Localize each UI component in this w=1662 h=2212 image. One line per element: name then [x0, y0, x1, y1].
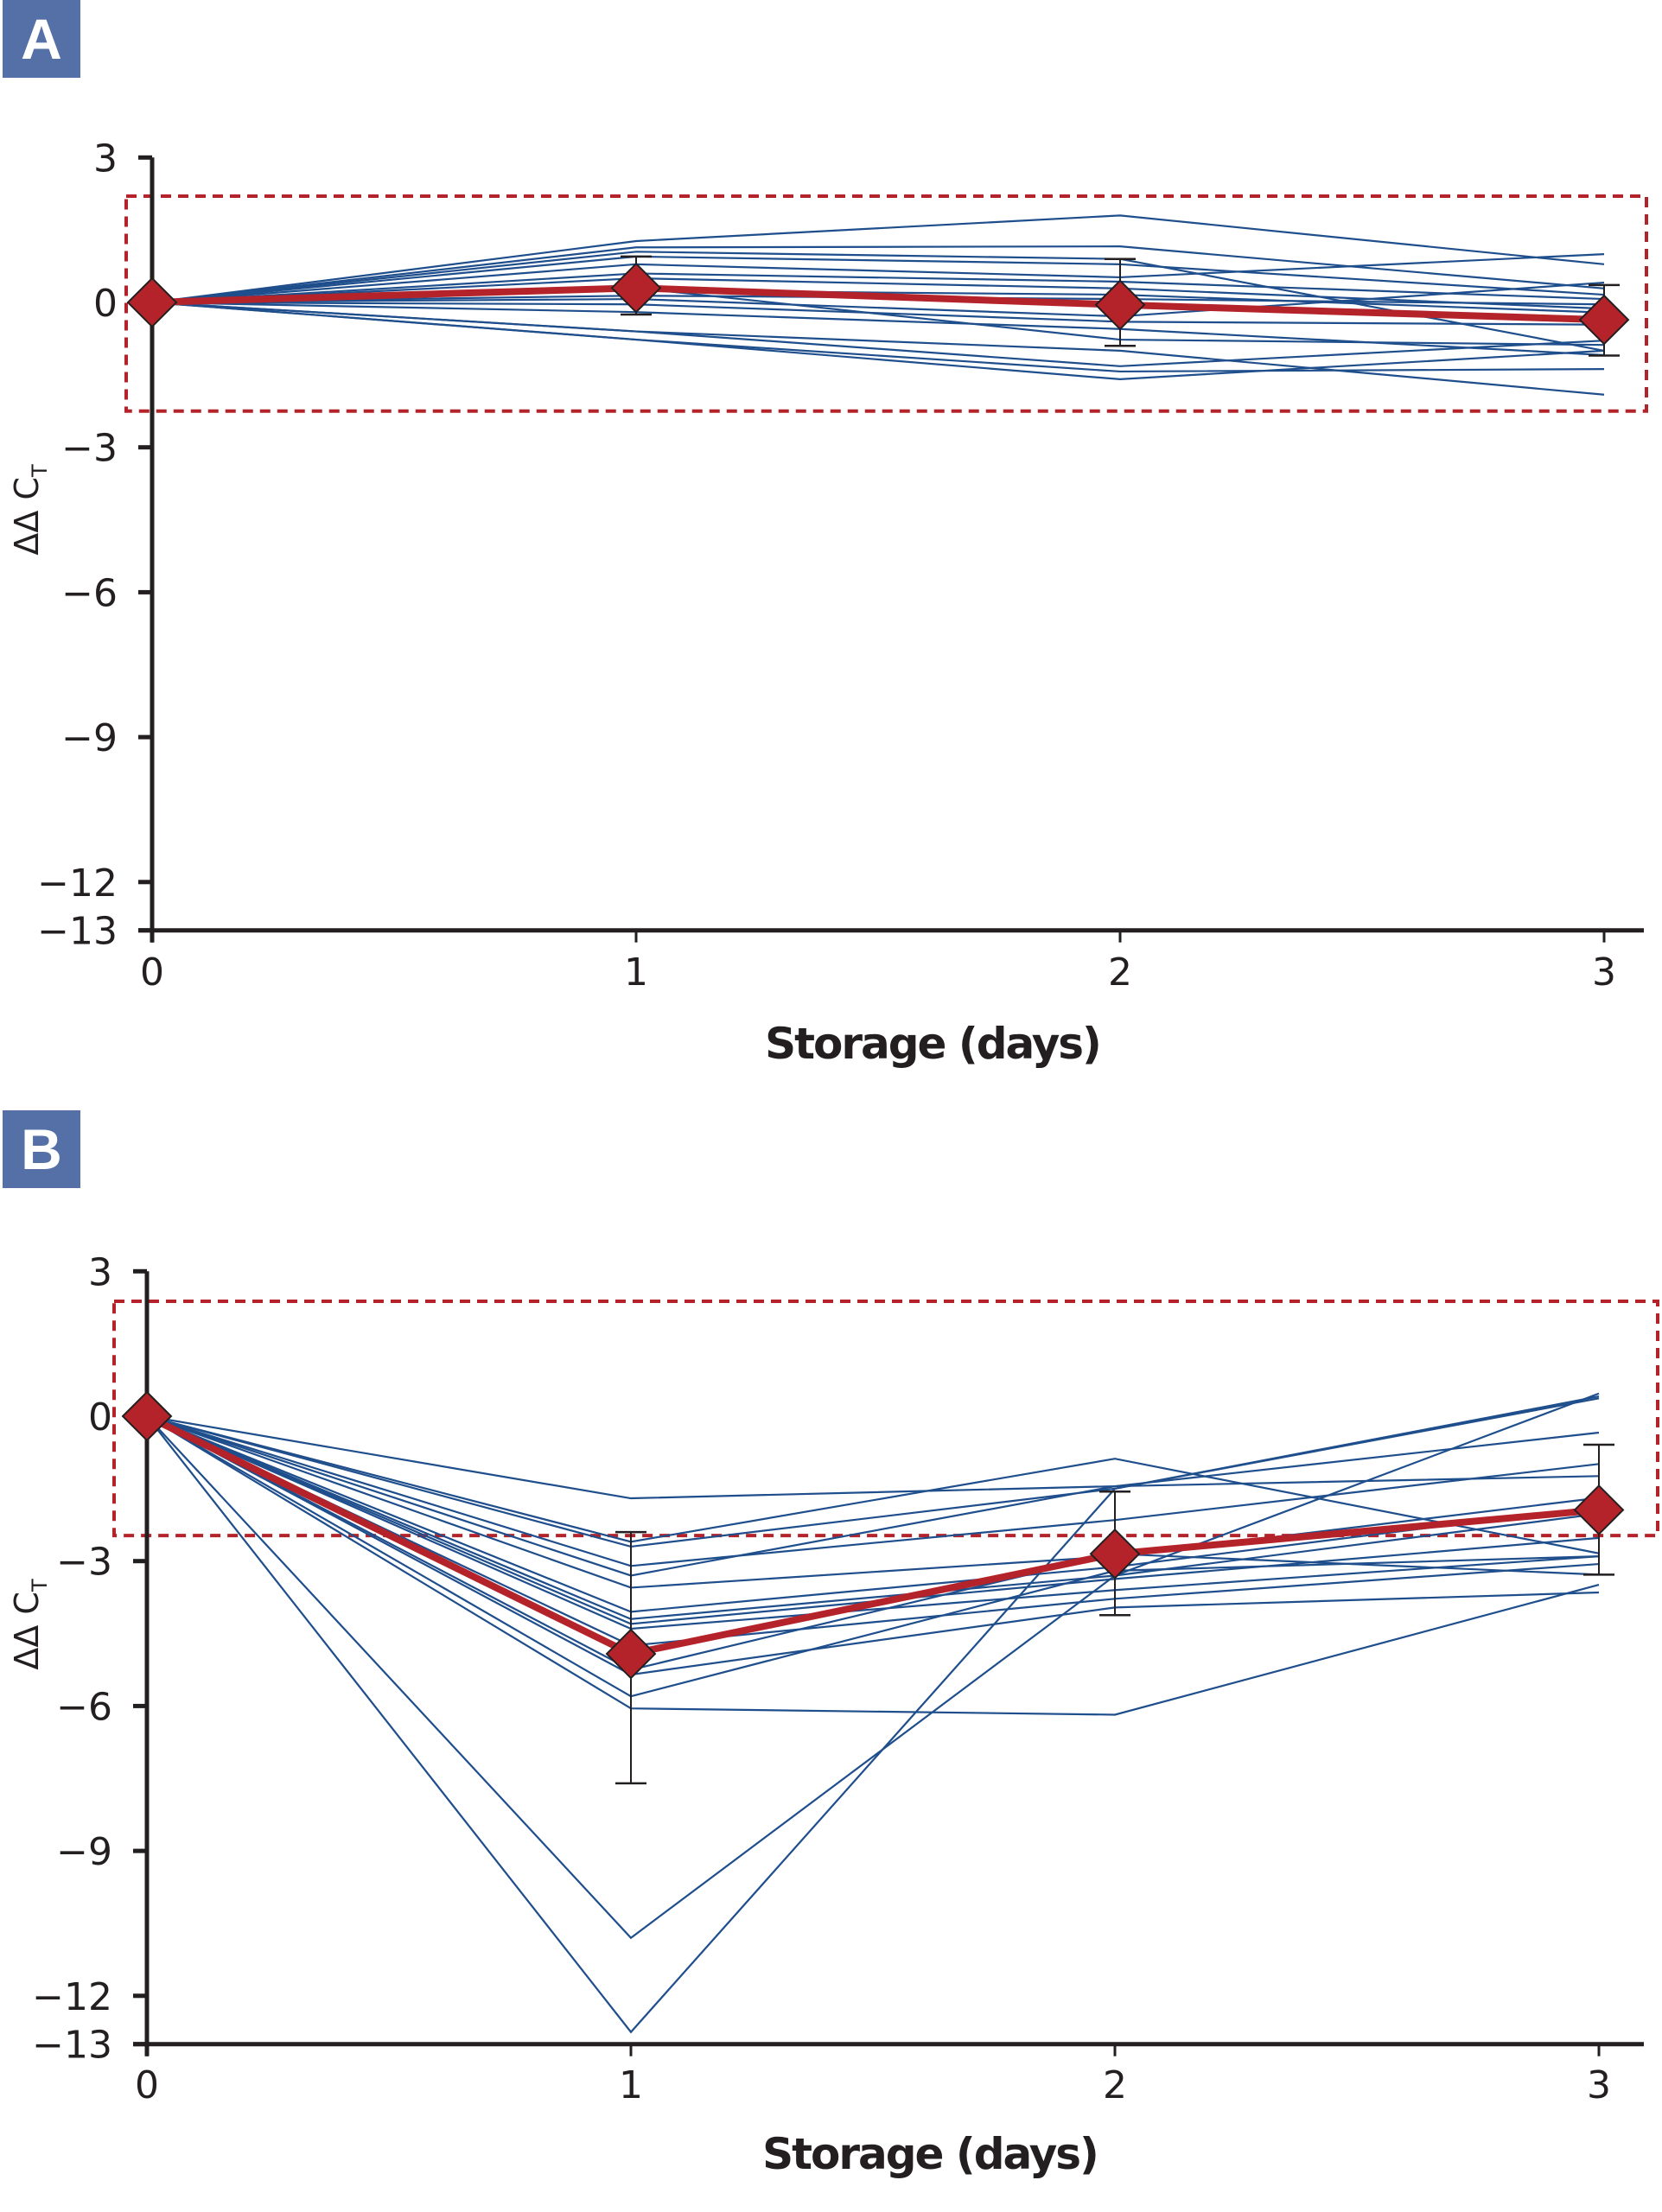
individual-series-line: [146, 1414, 1600, 1613]
mean-marker: [610, 262, 662, 314]
x-tick-label: 3: [1587, 2063, 1611, 2107]
y-tick-label: 0: [88, 1395, 112, 1440]
individual-series-line: [151, 253, 1605, 304]
x-tick-label: 0: [140, 950, 164, 995]
mean-series-line: [145, 1413, 1600, 1658]
individual-series-line: [151, 301, 1605, 380]
x-tick-label: 1: [624, 950, 648, 995]
individual-series-line: [146, 1414, 1600, 1620]
individual-series-line: [146, 1414, 1600, 1589]
y-tick-label: −3: [56, 1541, 112, 1585]
y-axis-title-subscript: T: [28, 1579, 52, 1592]
y-tick-label: −13: [37, 910, 118, 954]
y-axis-title-main: ΔΔ C: [8, 477, 46, 556]
y-tick-label: 3: [88, 1250, 112, 1294]
mean-marker: [126, 276, 178, 328]
individual-series-line: [146, 1414, 1600, 1500]
individual-series-line: [146, 1414, 1600, 1630]
panel-label-b: B: [3, 1110, 80, 1188]
y-tick-label: −9: [61, 716, 118, 760]
y-tick-label: −12: [32, 1975, 112, 2019]
x-tick-label: 0: [135, 2063, 159, 2107]
individual-series-line: [146, 1415, 1600, 1698]
individual-series-line: [151, 214, 1605, 304]
y-tick-label: −3: [61, 427, 118, 471]
y-axis-title-main: ΔΔ C: [8, 1592, 46, 1670]
panel-label-a: A: [3, 0, 80, 78]
y-tick-label: 0: [93, 282, 118, 326]
individual-series-line: [151, 272, 1605, 304]
y-tick-label: −6: [56, 1685, 112, 1729]
x-tick-label: 2: [1103, 2063, 1127, 2107]
individual-series-line: [151, 276, 1605, 310]
x-axis-title: Storage (days): [762, 2129, 1098, 2179]
y-tick-label: −12: [37, 861, 118, 906]
x-tick-label: 3: [1592, 950, 1616, 995]
individual-series-line: [146, 1415, 1600, 1676]
y-tick-label: −6: [61, 571, 118, 615]
x-tick-label: 2: [1108, 950, 1132, 995]
y-axis-title: ΔΔ CT: [8, 464, 52, 556]
y-tick-label: −13: [32, 2024, 112, 2068]
y-axis-title-subscript: T: [28, 464, 52, 478]
individual-series-line: [151, 255, 1605, 304]
individual-series-line: [146, 1414, 1600, 1577]
x-axis-title: Storage (days): [765, 1019, 1100, 1069]
y-tick-label: 3: [93, 137, 118, 181]
individual-series-line: [151, 245, 1605, 304]
mean-marker: [1573, 1484, 1625, 1535]
individual-series-line: [146, 1397, 1600, 2034]
mean-marker: [1094, 279, 1146, 331]
x-tick-label: 1: [619, 2063, 643, 2107]
y-axis-title: ΔΔ CT: [8, 1579, 52, 1670]
mean-marker: [121, 1390, 173, 1442]
threshold-box: [124, 194, 1648, 413]
mean-series-line: [151, 284, 1605, 324]
panel-a: 3 0 −3 −6 −9 −12−13 0 1 2 3 Storage (days) ΔΔ CT: [8, 137, 1648, 1069]
panel-b: 3 0 −3 −6 −9 −12 −13 0 1 2 3 Storage (days) ΔΔ CT: [8, 1250, 1659, 2179]
individual-series-line: [146, 1392, 1600, 1940]
individual-series-line: [151, 251, 1605, 352]
y-tick-label: −9: [56, 1830, 112, 1874]
individual-series-line: [146, 1414, 1600, 1567]
mean-marker: [1089, 1528, 1141, 1580]
individual-series-line: [146, 1415, 1600, 1716]
mean-marker: [605, 1628, 657, 1680]
individual-series-line: [146, 1414, 1600, 1554]
individual-series-line: [151, 301, 1605, 367]
individual-series-line: [146, 1415, 1600, 1647]
mean-marker: [1578, 294, 1630, 346]
individual-series-line: [151, 281, 1605, 318]
threshold-box: [112, 1299, 1659, 1538]
